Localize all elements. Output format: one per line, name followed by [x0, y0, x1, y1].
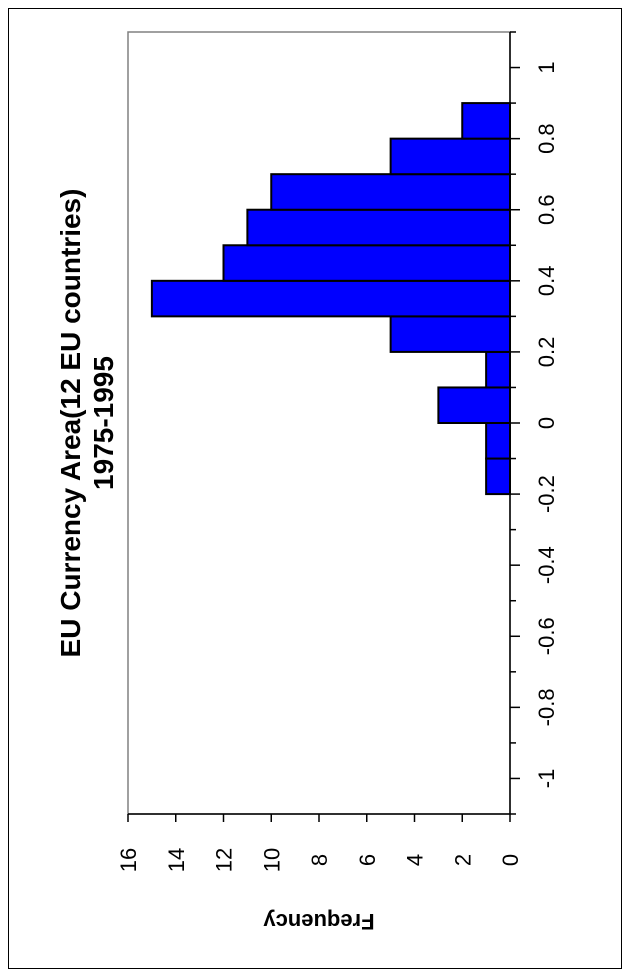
- histogram-bar: [270, 173, 511, 211]
- y-tick-label: 16: [116, 848, 141, 872]
- y-axis: 0 2 4 6 8 10 12 14 16: [116, 813, 523, 872]
- x-tick-label: 0.2: [534, 337, 559, 368]
- bars-group: [150, 102, 511, 496]
- x-tick-label: -0.4: [534, 546, 559, 584]
- x-tick-label: 0: [534, 417, 559, 429]
- x-tick-label: 0.8: [534, 123, 559, 154]
- y-tick-label: 6: [355, 854, 380, 866]
- histogram-bar: [485, 422, 511, 460]
- y-tick-label: 4: [403, 854, 428, 866]
- histogram-bar: [222, 244, 511, 282]
- y-axis-label: Frequency: [263, 909, 375, 934]
- y-tick-label: 0: [498, 854, 523, 866]
- x-tick-label: -0.2: [534, 475, 559, 513]
- x-tick-label: 0.6: [534, 194, 559, 225]
- y-tick-label: 2: [450, 854, 475, 866]
- chart-subtitle: 1975-1995: [88, 356, 119, 490]
- y-tick-label: 10: [259, 848, 284, 872]
- histogram-bar: [150, 279, 511, 318]
- y-tick-label: 14: [164, 848, 189, 872]
- x-tick-label: 0.4: [534, 266, 559, 297]
- histogram-bar: [437, 386, 511, 425]
- x-tick-label: -0.8: [534, 688, 559, 726]
- x-tick-label: -1: [534, 769, 559, 789]
- y-tick-label: 12: [212, 848, 237, 872]
- x-tick-label: 1: [534, 61, 559, 73]
- chart-frame: [8, 8, 622, 969]
- y-tick-label: 8: [307, 854, 332, 866]
- x-axis: -1 -0.8 -0.6 -0.4 -0.2 0 0.2 0.4 0.6 0.8 1: [509, 31, 559, 815]
- chart-title: EU Currency Area(12 EU countries): [55, 189, 86, 658]
- histogram-bar: [461, 102, 511, 140]
- x-tick-label: -0.6: [534, 617, 559, 655]
- histogram-bar: [389, 315, 511, 353]
- histogram-bar: [246, 208, 511, 247]
- histogram-bar: [485, 457, 511, 496]
- histogram-bar: [389, 137, 511, 176]
- histogram-bar: [485, 350, 511, 389]
